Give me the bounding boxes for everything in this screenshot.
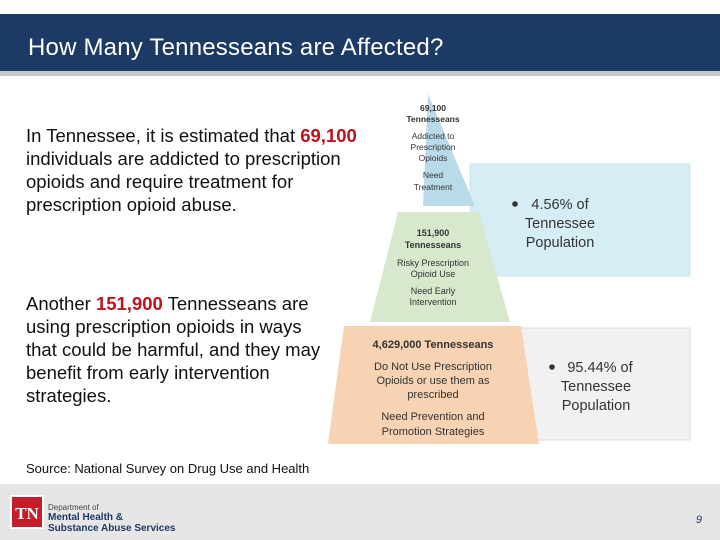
dept-name-line-1: Mental Health & (48, 512, 124, 523)
tier-top-desc-1: Addicted to (412, 131, 455, 141)
para2-text-b: Tennesseans are using prescription opioi… (26, 293, 321, 406)
tier-middle-count: 151,900 (417, 228, 450, 238)
callout-upper-line-3: Population (526, 235, 595, 251)
tier-top-desc-2: Prescription (411, 142, 456, 152)
tier-middle-group: Tennesseans (405, 240, 461, 250)
para1-text-a: In Tennessee, it is estimated that (26, 125, 301, 146)
callout-upper-line-2: Tennessee (525, 216, 595, 232)
tier-top-group: Tennesseans (406, 114, 460, 124)
callout-lower-line-1: 95.44% of (567, 360, 633, 376)
tier-bottom-count: 4,629,000 Tennesseans (373, 339, 494, 351)
para1-text-b: individuals are addicted to prescription… (26, 148, 341, 215)
tn-logo: TN (10, 495, 44, 529)
tier-top-desc-3: Opioids (419, 153, 448, 163)
dept-name: Mental Health & Substance Abuse Services (48, 512, 175, 534)
callout-lower-bullet (549, 364, 555, 370)
callout-upper-line-1: 4.56% of (531, 197, 589, 213)
paragraph-risky-use: Another 151,900 Tennesseans are using pr… (26, 292, 326, 407)
tier-top-count: 69,100 (420, 103, 446, 113)
tier-top-need-1: Need (423, 170, 444, 180)
pyramid-tier-middle (370, 212, 510, 322)
tier-bottom-desc-1: Do Not Use Prescription (374, 361, 492, 373)
para1-highlight-number: 69,100 (300, 125, 357, 146)
callout-lower-line-2: Tennessee (561, 379, 631, 395)
para2-highlight-number: 151,900 (95, 293, 163, 314)
callout-upper-box (469, 163, 691, 277)
tier-bottom-need-1: Need Prevention and (381, 411, 484, 423)
page-number: 9 (695, 514, 702, 526)
pyramid-tier-top (423, 94, 475, 206)
tier-middle-desc-1: Risky Prescription (397, 258, 469, 268)
source-citation: Source: National Survey on Drug Use and … (26, 461, 310, 476)
dept-name-line-2: Substance Abuse Services (48, 523, 176, 534)
tier-middle-need-2: Intervention (409, 297, 456, 307)
tier-top-need-2: Treatment (414, 182, 453, 192)
pyramid-tier-bottom (328, 326, 539, 444)
footer-bar: TN Department of Mental Health & Substan… (0, 484, 720, 540)
callout-lower-line-3: Population (562, 398, 631, 414)
paragraph-addicted: In Tennessee, it is estimated that 69,10… (26, 124, 366, 216)
tier-bottom-desc-3: prescribed (407, 389, 458, 401)
page-title: How Many Tennesseans are Affected? (28, 34, 444, 61)
para2-text-a: Another (26, 293, 96, 314)
dept-prefix: Department of (48, 503, 99, 512)
title-bar: How Many Tennesseans are Affected? (0, 14, 720, 76)
callout-upper-bullet (512, 201, 518, 207)
tier-bottom-desc-2: Opioids or use them as (376, 375, 490, 387)
tier-bottom-need-2: Promotion Strategies (382, 426, 485, 438)
tier-middle-desc-2: Opioid Use (411, 269, 456, 279)
tier-middle-need-1: Need Early (411, 286, 456, 296)
